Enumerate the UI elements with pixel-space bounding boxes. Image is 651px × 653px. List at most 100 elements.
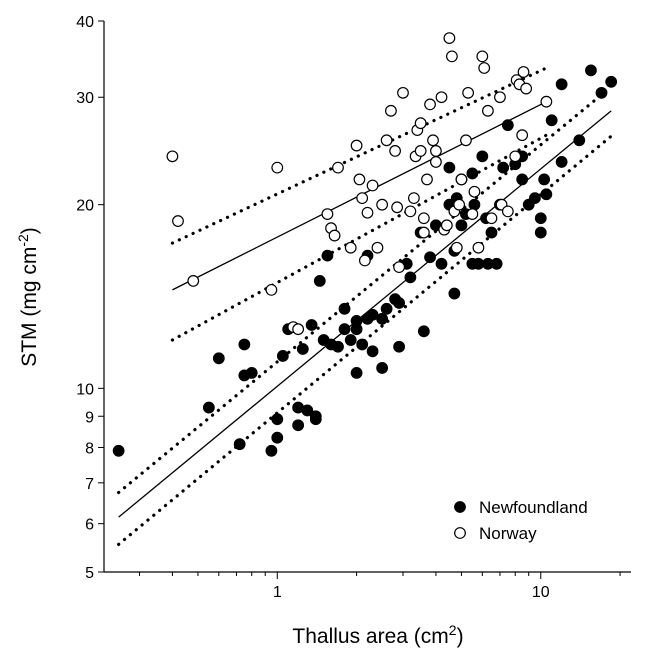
data-point-norway — [385, 104, 397, 117]
data-point-newfoundland — [555, 78, 568, 91]
data-point-norway — [460, 134, 472, 147]
data-point-newfoundland — [202, 401, 215, 414]
data-point-norway — [485, 212, 498, 225]
data-point-norway — [376, 198, 389, 211]
legend: Newfoundland Norway — [454, 498, 588, 543]
data-point-newfoundland — [466, 167, 479, 180]
confidence-band-newfoundland — [117, 85, 613, 495]
data-point-newfoundland — [238, 338, 251, 351]
data-point-norway — [455, 173, 468, 186]
data-point-norway — [408, 192, 420, 205]
data-point-newfoundland — [540, 188, 553, 201]
data-point-newfoundland — [332, 340, 344, 353]
data-point-newfoundland — [490, 257, 503, 270]
data-point-norway — [292, 323, 305, 336]
data-point-norway — [358, 254, 371, 267]
data-point-newfoundland — [605, 75, 618, 88]
y-tick-label: 30 — [76, 90, 94, 107]
data-point-newfoundland — [448, 287, 461, 300]
data-point-newfoundland — [417, 325, 430, 338]
y-axis-title: STM (mg cm-2) — [15, 227, 41, 367]
data-point-newfoundland — [485, 226, 498, 239]
data-point-newfoundland — [350, 314, 363, 327]
data-point-newfoundland — [338, 323, 351, 336]
data-point-newfoundland — [404, 271, 417, 284]
data-point-norway — [332, 161, 344, 174]
data-point-newfoundland — [271, 413, 284, 426]
data-point-newfoundland — [545, 114, 558, 127]
data-point-newfoundland — [301, 404, 314, 417]
data-point-newfoundland — [468, 198, 481, 211]
x-tick-label: 10 — [532, 584, 550, 601]
data-point-norway — [389, 144, 401, 157]
data-point-norway — [520, 82, 533, 95]
y-tick-label: 6 — [85, 517, 94, 534]
data-point-newfoundland — [435, 257, 448, 270]
data-point-newfoundland — [534, 212, 547, 225]
data-point-newfoundland — [476, 150, 489, 163]
data-point-norway — [366, 179, 379, 192]
data-point-norway — [516, 129, 529, 142]
data-point-norway — [265, 283, 278, 296]
data-point-newfoundland — [338, 302, 351, 315]
data-point-newfoundland — [376, 312, 389, 325]
data-point-newfoundland — [344, 334, 357, 346]
data-point-newfoundland — [393, 340, 406, 353]
data-point-newfoundland — [497, 161, 510, 174]
data-point-norway — [391, 201, 404, 214]
data-point-newfoundland — [501, 119, 514, 132]
data-point-newfoundland — [455, 219, 468, 232]
data-point-norway — [476, 50, 489, 63]
legend-marker-norway — [454, 527, 466, 539]
data-point-norway — [187, 274, 200, 287]
data-point-norway — [453, 198, 466, 211]
data-point-norway — [430, 144, 442, 157]
data-point-newfoundland — [376, 362, 389, 374]
data-point-newfoundland — [443, 161, 456, 174]
data-point-newfoundland — [555, 156, 568, 168]
data-point-norway — [517, 66, 530, 78]
data-point-newfoundland — [516, 173, 529, 186]
y-tick-label: 7 — [85, 476, 94, 493]
legend-label-norway: Norway — [479, 524, 537, 543]
data-point-norway — [509, 150, 522, 163]
data-point-newfoundland — [595, 86, 608, 99]
y-tick-label: 20 — [76, 198, 94, 215]
data-point-newfoundland — [305, 319, 318, 331]
data-point-norway — [397, 86, 409, 99]
data-point-newfoundland — [309, 410, 322, 423]
data-point-newfoundland — [534, 226, 547, 239]
data-point-norway — [271, 161, 284, 174]
data-point-norway — [417, 212, 430, 225]
regression-lines — [117, 66, 613, 546]
data-point-norway — [414, 117, 427, 130]
x-axis-title: Thallus area (cm2) — [292, 622, 463, 648]
data-point-newfoundland — [393, 297, 406, 309]
data-point-newfoundland — [292, 419, 305, 432]
data-points — [112, 32, 618, 457]
data-point-newfoundland — [366, 345, 379, 358]
data-point-norway — [501, 205, 514, 218]
data-point-newfoundland — [529, 192, 541, 205]
data-point-norway — [478, 62, 491, 74]
data-point-newfoundland — [350, 366, 363, 379]
confidence-band-norway — [170, 133, 548, 342]
data-point-newfoundland — [245, 366, 258, 379]
data-point-norway — [430, 156, 442, 168]
y-tick-label: 8 — [85, 440, 94, 457]
data-point-newfoundland — [276, 350, 289, 362]
data-point-newfoundland — [538, 173, 551, 186]
data-point-norway — [393, 261, 406, 274]
y-tick-label: 10 — [76, 381, 94, 398]
data-point-norway — [421, 173, 433, 186]
data-point-norway — [417, 226, 430, 239]
data-point-norway — [172, 215, 184, 227]
data-point-newfoundland — [573, 134, 586, 147]
data-point-norway — [371, 241, 384, 254]
data-point-newfoundland — [356, 338, 369, 351]
data-point-norway — [356, 192, 369, 205]
data-point-norway — [380, 134, 393, 147]
confidence-band-norway — [170, 66, 548, 245]
legend-marker-newfoundland — [454, 501, 466, 513]
